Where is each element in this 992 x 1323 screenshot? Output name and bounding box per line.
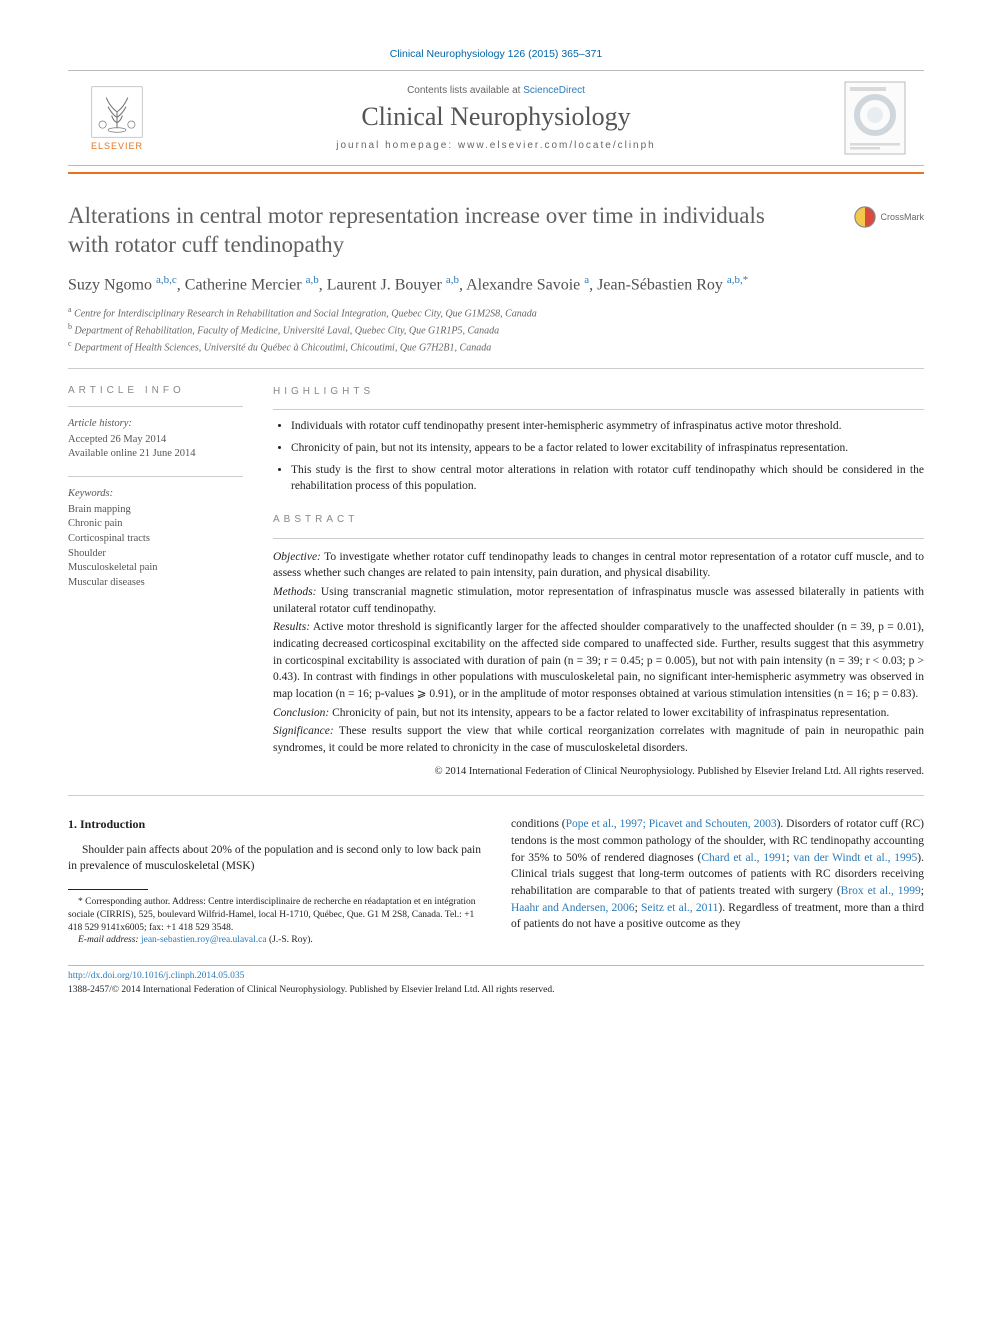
sciencedirect-link[interactable]: ScienceDirect	[523, 85, 585, 96]
affiliations: a Centre for Interdisciplinary Research …	[68, 304, 924, 356]
footnotes: * Corresponding author. Address: Centre …	[68, 896, 481, 947]
reference-link[interactable]: van der Windt et al., 1995	[793, 852, 917, 864]
divider	[68, 795, 924, 796]
affiliation-line: b Department of Rehabilitation, Faculty …	[68, 321, 924, 338]
reference-link[interactable]: Brox et al., 1999	[841, 885, 921, 897]
highlights-list: Individuals with rotator cuff tendinopat…	[273, 418, 924, 495]
doi-link[interactable]: http://dx.doi.org/10.1016/j.clinph.2014.…	[68, 971, 244, 981]
homepage-line: journal homepage: www.elsevier.com/locat…	[156, 140, 836, 151]
highlight-item: This study is the first to show central …	[291, 462, 924, 495]
keyword: Brain mapping	[68, 503, 243, 518]
affiliation-line: a Centre for Interdisciplinary Research …	[68, 304, 924, 321]
article-info-column: ARTICLE INFO Article history: Accepted 2…	[68, 385, 243, 779]
accepted-date: Accepted 26 May 2014	[68, 433, 243, 448]
accent-rule	[68, 172, 924, 174]
citation-line: Clinical Neurophysiology 126 (2015) 365–…	[68, 48, 924, 60]
contents-line: Contents lists available at ScienceDirec…	[156, 85, 836, 96]
highlight-item: Individuals with rotator cuff tendinopat…	[291, 418, 924, 435]
article-info-heading: ARTICLE INFO	[68, 385, 243, 396]
journal-name: Clinical Neurophysiology	[156, 102, 836, 132]
crossmark-badge[interactable]: CrossMark	[854, 206, 924, 228]
keyword: Musculoskeletal pain	[68, 561, 243, 576]
abstract-section: Significance: These results support the …	[273, 723, 924, 756]
affiliation-line: c Department of Health Sciences, Univers…	[68, 338, 924, 355]
issn-line: 1388-2457/© 2014 International Federatio…	[68, 984, 924, 997]
crossmark-label: CrossMark	[880, 212, 924, 222]
copyright-line: © 2014 International Federation of Clini…	[273, 765, 924, 780]
article-title: Alterations in central motor representat…	[68, 202, 788, 260]
masthead: ELSEVIER Contents lists available at Sci…	[68, 70, 924, 166]
keyword: Chronic pain	[68, 517, 243, 532]
journal-cover-icon	[836, 79, 914, 157]
section-heading: 1. Introduction	[68, 816, 481, 833]
abstract-body: Objective: To investigate whether rotato…	[273, 549, 924, 757]
abstract-heading: ABSTRACT	[273, 513, 924, 528]
footer: http://dx.doi.org/10.1016/j.clinph.2014.…	[68, 965, 924, 997]
keyword: Shoulder	[68, 547, 243, 562]
elsevier-tree-icon	[90, 85, 144, 139]
body-column-right: conditions (Pope et al., 1997; Picavet a…	[511, 816, 924, 947]
highlight-item: Chronicity of pain, but not its intensit…	[291, 440, 924, 457]
crossmark-icon	[854, 206, 876, 228]
email-link[interactable]: jean-sebastien.roy@rea.ulaval.ca	[141, 935, 267, 945]
abstract-column: HIGHLIGHTS Individuals with rotator cuff…	[273, 385, 924, 779]
abstract-section: Objective: To investigate whether rotato…	[273, 549, 924, 582]
reference-link[interactable]: Haahr and Andersen, 2006	[511, 902, 635, 914]
publisher-logo[interactable]: ELSEVIER	[78, 79, 156, 157]
reference-link[interactable]: Pope et al., 1997; Picavet and Schouten,…	[566, 818, 777, 830]
abstract-section: Conclusion: Chronicity of pain, but not …	[273, 705, 924, 722]
keywords-label: Keywords:	[68, 487, 243, 502]
abstract-section: Methods: Using transcranial magnetic sti…	[273, 584, 924, 617]
author-line: Suzy Ngomo a,b,c, Catherine Mercier a,b,…	[68, 274, 924, 294]
publisher-name: ELSEVIER	[91, 141, 143, 151]
body-paragraph: conditions (Pope et al., 1997; Picavet a…	[511, 816, 924, 933]
footnote-rule	[68, 889, 148, 890]
divider	[68, 368, 924, 369]
reference-link[interactable]: Chard et al., 1991	[701, 852, 786, 864]
history-label: Article history:	[68, 417, 243, 432]
reference-link[interactable]: Seitz et al., 2011	[641, 902, 718, 914]
body-paragraph: Shoulder pain affects about 20% of the p…	[68, 842, 481, 875]
keyword: Muscular diseases	[68, 576, 243, 591]
abstract-section: Results: Active motor threshold is signi…	[273, 619, 924, 702]
online-date: Available online 21 June 2014	[68, 447, 243, 462]
keyword: Corticospinal tracts	[68, 532, 243, 547]
body-column-left: 1. Introduction Shoulder pain affects ab…	[68, 816, 481, 947]
highlights-heading: HIGHLIGHTS	[273, 385, 924, 400]
